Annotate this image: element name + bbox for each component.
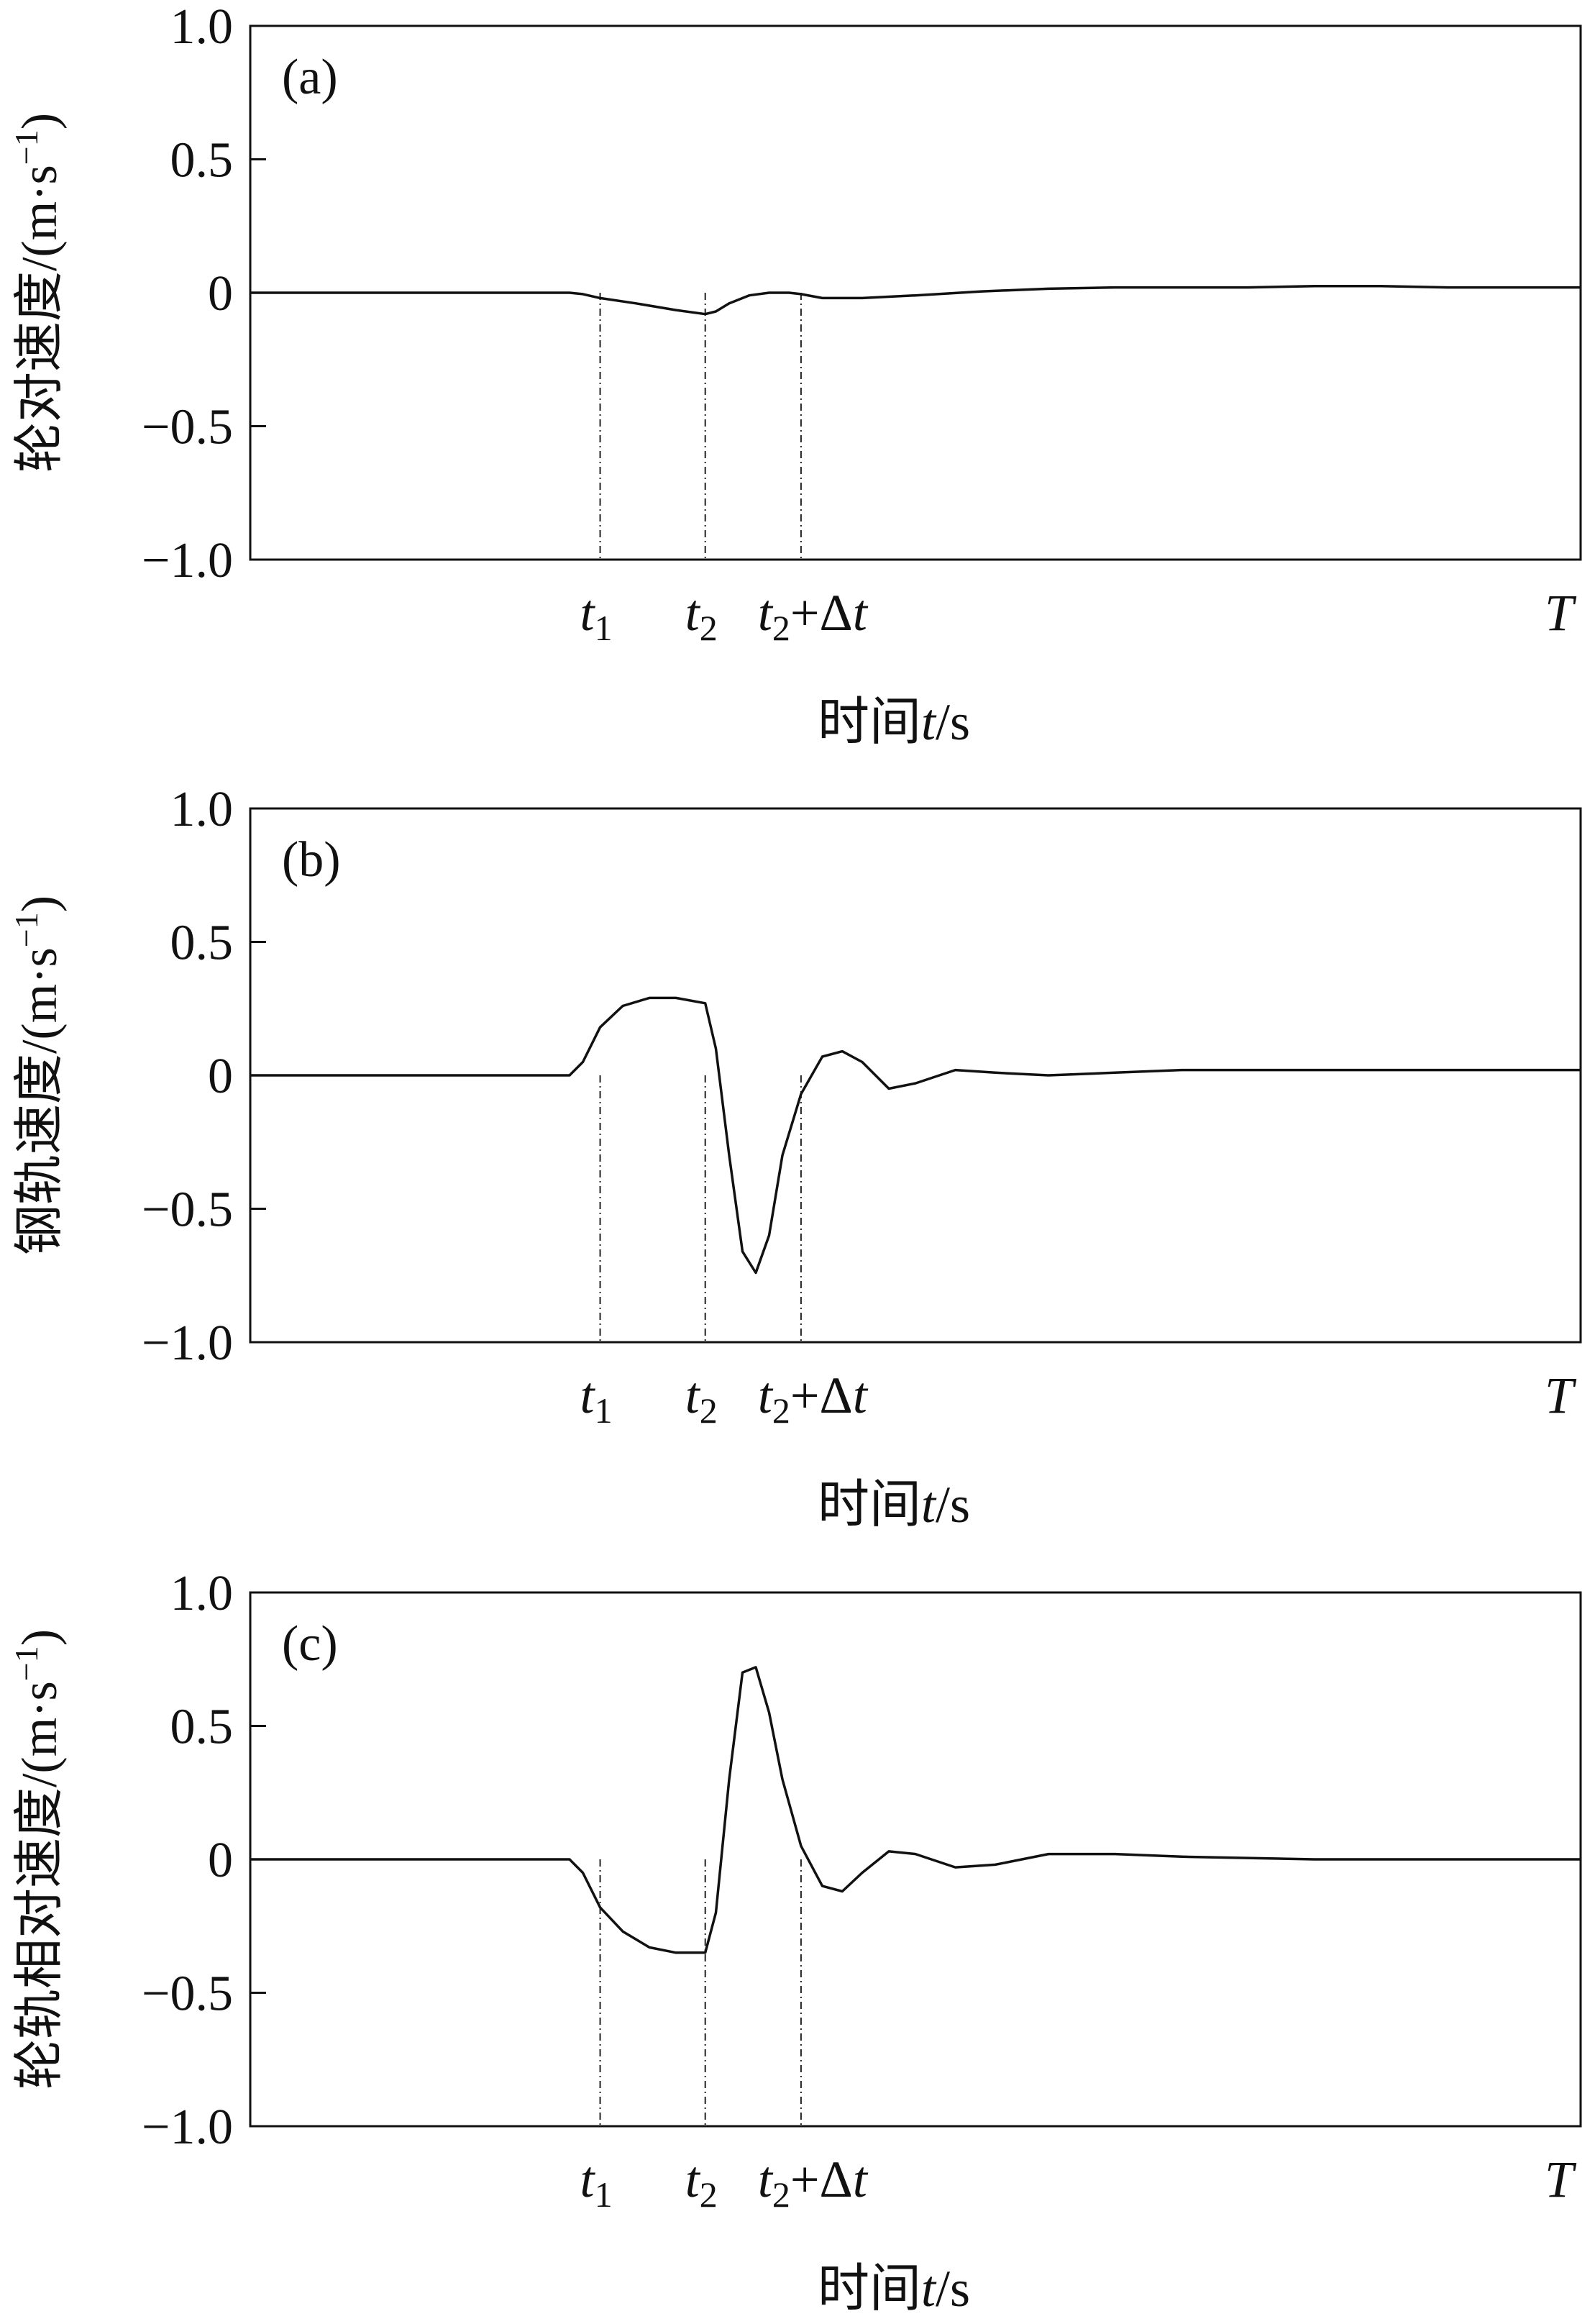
panel-1: 1.00.50−0.5−1.0(a)t1 t2 t2+Δt T时间t/s轮对速度/(m… [8, 0, 1582, 751]
x-title-unit: /s [936, 693, 970, 751]
y-title-close: ) [12, 1629, 68, 1646]
y-tick-label: −1.0 [142, 2100, 233, 2155]
y-title-close: ) [12, 113, 68, 129]
y-title-text: 轮轨相对速度/(m·s [12, 1681, 68, 2090]
y-tick-label: 1.0 [170, 782, 234, 837]
x-title-text: 时间 [818, 1476, 921, 1534]
marker-tail-var: t [853, 1367, 869, 1424]
y-title-text: 钢轨速度/(m·s [12, 947, 68, 1255]
x-title-var: t [921, 2260, 937, 2318]
marker-label: t2 [685, 1367, 718, 1431]
x-title-var: t [921, 693, 937, 751]
marker-label: t1 [580, 2151, 613, 2215]
y-title-sup: −1 [8, 129, 45, 165]
marker-sub: 2 [700, 2174, 718, 2215]
marker-sub: 2 [700, 1390, 718, 1431]
y-tick-label: −1.0 [142, 533, 233, 588]
marker-sub: 2 [772, 608, 790, 648]
marker-sub: 2 [700, 608, 718, 648]
marker-label: t2+Δt [758, 2151, 869, 2215]
panel-tag: (b) [282, 832, 341, 888]
end-label: T [1545, 2151, 1577, 2208]
marker-sub: 2 [772, 2174, 790, 2215]
marker-label: t2+Δt [758, 584, 869, 648]
marker-tail: +Δ [790, 2151, 853, 2208]
marker-sub: 1 [595, 2174, 613, 2215]
marker-var: t [685, 584, 701, 642]
y-axis-title: 钢轨速度/(m·s−1) [8, 896, 68, 1255]
marker-label: t1 [580, 1367, 613, 1431]
marker-var: t [580, 2151, 596, 2208]
y-tick-label: −0.5 [142, 400, 233, 455]
panel-2: 1.00.50−0.5−1.0(b)t1 t2 t2+Δt T时间t/s钢轨速度/(m… [8, 782, 1582, 1534]
y-tick-label: 0 [208, 1833, 233, 1888]
y-title-sup: −1 [8, 1646, 45, 1681]
y-axis-title: 轮轨相对速度/(m·s−1) [8, 1629, 68, 2090]
marker-label: t2 [685, 2151, 718, 2215]
x-title-var: t [921, 1476, 937, 1534]
y-tick-label: −0.5 [142, 1967, 233, 2022]
marker-tail: +Δ [790, 1367, 853, 1424]
panel-tag: (c) [282, 1616, 338, 1672]
x-title-unit: /s [936, 2260, 970, 2318]
end-label: T [1545, 1367, 1577, 1424]
panel-3: 1.00.50−0.5−1.0(c)t1 t2 t2+Δt T时间t/s轮轨相对速度/… [8, 1566, 1582, 2318]
marker-tail-var: t [853, 2151, 869, 2208]
marker-label: t2+Δt [758, 1367, 869, 1431]
marker-var: t [685, 2151, 701, 2208]
y-tick-label: 0.5 [170, 916, 234, 971]
marker-label: t1 [580, 584, 613, 648]
end-label: T [1545, 584, 1577, 642]
panel-tag: (a) [282, 50, 338, 105]
series-line [250, 1666, 1581, 1954]
x-axis-title: 时间t/s [818, 693, 970, 751]
y-tick-label: 0.5 [170, 133, 234, 188]
marker-sub: 2 [772, 1390, 790, 1431]
series-line [250, 284, 1581, 316]
marker-label: t2 [685, 584, 718, 648]
marker-var: t [758, 1367, 774, 1424]
y-tick-label: −1.0 [142, 1316, 233, 1371]
y-title-sup: −1 [8, 912, 45, 947]
marker-var: t [580, 1367, 596, 1424]
y-tick-label: 0.5 [170, 1700, 234, 1755]
x-axis-title: 时间t/s [818, 1476, 970, 1534]
x-title-text: 时间 [818, 693, 921, 751]
y-title-close: ) [12, 896, 68, 912]
series-line [250, 996, 1581, 1275]
x-title-text: 时间 [818, 2260, 921, 2318]
y-tick-label: 0 [208, 1049, 233, 1104]
y-axis-title: 轮对速度/(m·s−1) [8, 113, 68, 473]
x-title-unit: /s [936, 1476, 970, 1534]
marker-tail: +Δ [790, 584, 853, 642]
marker-var: t [758, 584, 774, 642]
x-axis-title: 时间t/s [818, 2260, 970, 2318]
marker-tail-var: t [853, 584, 869, 642]
marker-var: t [758, 2151, 774, 2208]
y-tick-label: 1.0 [170, 0, 234, 55]
marker-sub: 1 [595, 608, 613, 648]
marker-var: t [580, 584, 596, 642]
marker-sub: 1 [595, 1390, 613, 1431]
marker-var: t [685, 1367, 701, 1424]
y-tick-label: 0 [208, 266, 233, 322]
y-title-text: 轮对速度/(m·s [12, 165, 68, 473]
y-tick-label: 1.0 [170, 1566, 234, 1621]
y-tick-label: −0.5 [142, 1182, 233, 1238]
